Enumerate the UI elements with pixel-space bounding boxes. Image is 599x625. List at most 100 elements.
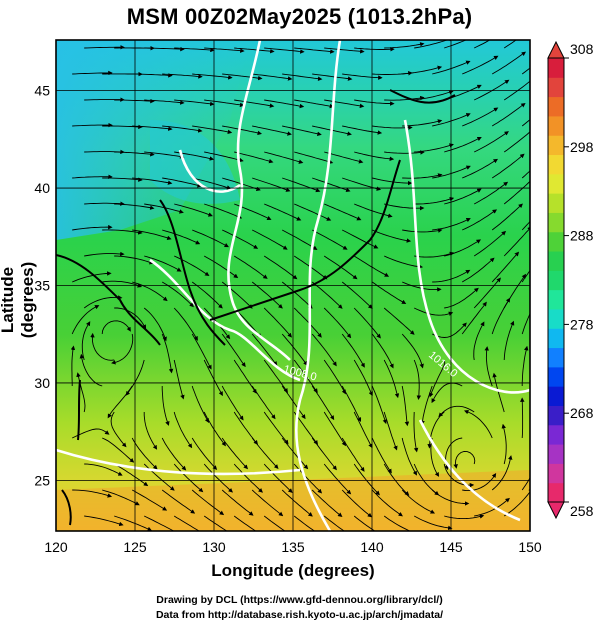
streamline: [413, 359, 422, 400]
streamline: [114, 151, 155, 157]
streamline: [324, 203, 362, 221]
streamline: [192, 177, 232, 190]
colorbar-frame: [547, 57, 565, 503]
streamline: [174, 47, 215, 53]
x-axis-label: Longitude (degrees): [211, 561, 375, 580]
colorbar-tick-label: 258: [570, 503, 594, 519]
streamline: [371, 385, 387, 425]
streamline: [384, 42, 425, 49]
colorbar-segment: [548, 463, 564, 484]
streamline: [491, 297, 511, 335]
streamline: [84, 515, 124, 527]
streamline: [281, 437, 309, 470]
streamline: [72, 489, 113, 498]
streamline: [401, 489, 436, 514]
streamline: [102, 124, 143, 130]
colorbar-tick-label: 298: [570, 139, 594, 155]
streamline: [101, 320, 131, 335]
colorbar-tick-label: 288: [570, 228, 594, 244]
streamline: [444, 287, 479, 309]
colorbar-segment: [548, 251, 564, 271]
streamline: [491, 51, 527, 75]
streamline: [102, 280, 143, 288]
streamline: [162, 229, 201, 245]
colorbar-segment: [548, 424, 564, 445]
streamline: [251, 281, 283, 309]
streamline: [203, 255, 239, 279]
streamline: [371, 437, 392, 474]
colorbar-tick-label: 278: [570, 316, 594, 332]
colorbar-segment: [548, 289, 564, 310]
streamline: [484, 346, 493, 387]
streamline: [204, 203, 243, 219]
isobar-line: [418, 419, 521, 522]
streamline: [294, 47, 335, 54]
streamline: [383, 359, 400, 399]
streamline: [281, 281, 313, 309]
streamline: [414, 143, 454, 153]
plot-frame: [55, 39, 531, 532]
colorbar: [547, 40, 569, 520]
streamline: [323, 515, 345, 531]
streamline: [132, 73, 173, 78]
streamline: [251, 229, 288, 250]
streamline: [342, 177, 382, 191]
streamline: [263, 359, 288, 393]
streamline: [473, 40, 491, 49]
streamline: [264, 47, 305, 54]
streamline: [281, 333, 308, 366]
streamline: [132, 177, 173, 185]
colorbar-segment: [548, 347, 564, 368]
streamline: [233, 255, 268, 279]
streamline: [341, 385, 362, 423]
streamline: [521, 67, 530, 75]
streamline: [111, 333, 134, 365]
streamline: [114, 98, 155, 104]
streamline: [161, 489, 196, 514]
streamline: [72, 174, 113, 179]
streamline: [402, 173, 443, 179]
streamline: [491, 102, 526, 127]
streamline: [144, 151, 185, 159]
streamline: [191, 489, 225, 516]
streamline: [107, 385, 133, 419]
streamline: [521, 119, 530, 127]
streamline: [233, 515, 257, 531]
streamline: [233, 463, 263, 493]
streamline: [293, 515, 316, 531]
wind-streamlines: [70, 40, 530, 531]
streamline: [353, 255, 390, 277]
streamline: [492, 372, 505, 413]
streamline: [491, 153, 525, 179]
streamline: [84, 251, 125, 257]
x-tick-label: 150: [518, 539, 542, 555]
streamline: [473, 321, 485, 361]
streamline: [521, 170, 530, 179]
streamline: [462, 55, 499, 75]
colorbar-segment: [548, 366, 564, 387]
streamline: [402, 119, 443, 127]
streamline: [293, 307, 322, 338]
streamline: [420, 385, 433, 426]
streamline: [203, 463, 233, 493]
streamline: [114, 515, 153, 531]
streamline: [431, 489, 470, 506]
streamline: [501, 423, 507, 465]
streamline: [383, 515, 411, 531]
streamline: [324, 99, 365, 109]
streamline: [430, 437, 440, 477]
streamline: [263, 255, 298, 280]
streamline: [234, 99, 275, 108]
streamline: [252, 125, 292, 136]
streamline: [252, 73, 293, 81]
streamline: [203, 359, 223, 397]
colorbar-min-arrow: [547, 501, 565, 520]
streamline: [311, 281, 343, 309]
streamline: [173, 359, 185, 400]
streamline: [431, 382, 463, 404]
streamline: [173, 411, 193, 449]
streamline: [341, 229, 379, 249]
streamline: [282, 73, 323, 81]
streamline: [192, 229, 229, 248]
streamline: [221, 281, 253, 309]
